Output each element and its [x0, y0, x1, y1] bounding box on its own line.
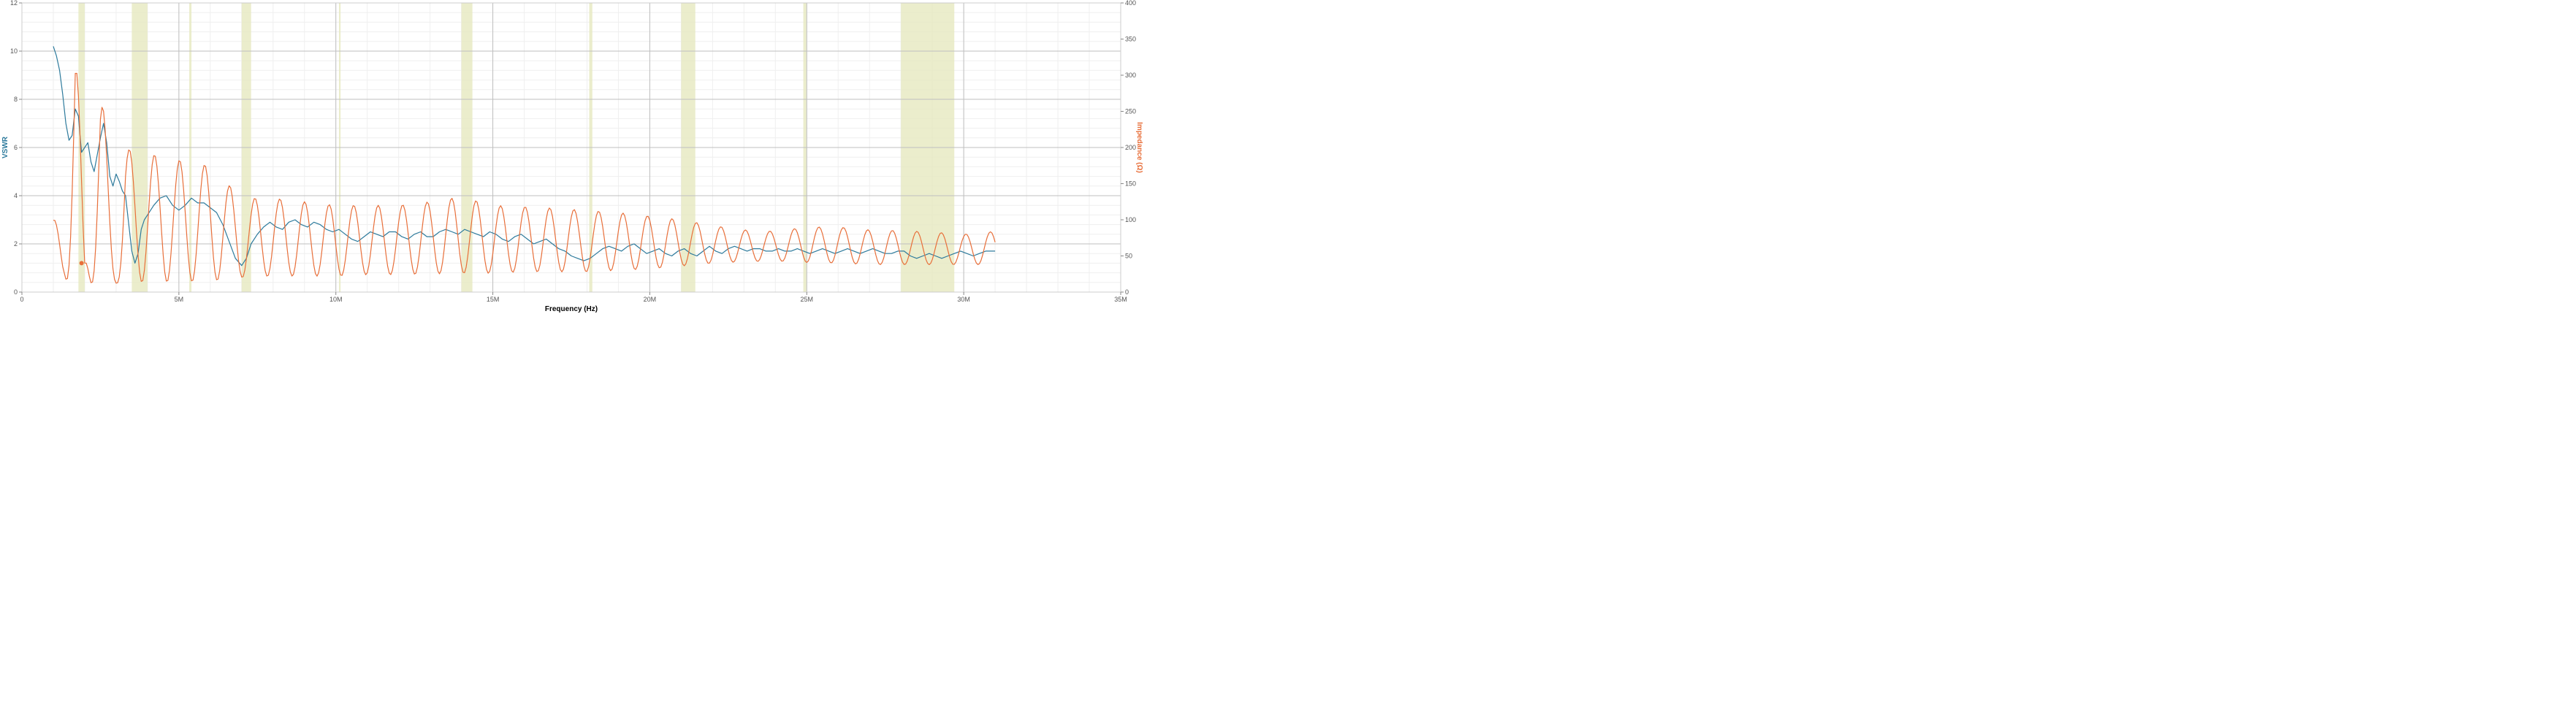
svg-text:10: 10: [10, 47, 18, 55]
svg-text:30M: 30M: [957, 296, 970, 303]
svg-text:10M: 10M: [329, 296, 343, 303]
svg-text:VSWR: VSWR: [1, 136, 9, 158]
svg-text:0: 0: [14, 288, 18, 296]
svg-text:20M: 20M: [644, 296, 657, 303]
svg-text:350: 350: [1125, 36, 1136, 43]
svg-text:0: 0: [20, 296, 23, 303]
svg-text:0: 0: [1125, 288, 1129, 296]
svg-text:4: 4: [14, 192, 18, 199]
vswr-impedance-chart: 05M10M15M20M25M30M35M0246810120501001502…: [0, 0, 1143, 314]
svg-text:2: 2: [14, 240, 18, 248]
svg-text:5M: 5M: [175, 296, 184, 303]
svg-text:50: 50: [1125, 253, 1132, 260]
svg-text:15M: 15M: [487, 296, 500, 303]
svg-text:25M: 25M: [801, 296, 814, 303]
svg-text:250: 250: [1125, 108, 1136, 115]
svg-text:8: 8: [14, 96, 18, 103]
svg-text:Frequency (Hz): Frequency (Hz): [545, 305, 598, 313]
chart-svg: 05M10M15M20M25M30M35M0246810120501001502…: [0, 0, 1143, 314]
svg-text:100: 100: [1125, 216, 1136, 223]
svg-text:300: 300: [1125, 72, 1136, 79]
svg-text:35M: 35M: [1114, 296, 1127, 303]
svg-text:Impedance (Ω): Impedance (Ω): [1135, 122, 1143, 173]
svg-text:150: 150: [1125, 180, 1136, 188]
svg-text:12: 12: [10, 0, 18, 7]
svg-text:6: 6: [14, 144, 18, 151]
svg-text:200: 200: [1125, 144, 1136, 151]
svg-text:400: 400: [1125, 0, 1136, 7]
